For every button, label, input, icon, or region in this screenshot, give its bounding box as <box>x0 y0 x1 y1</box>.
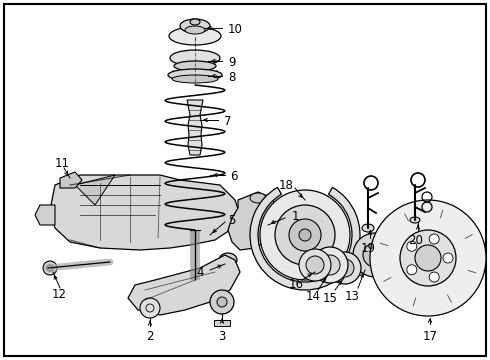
Text: 19: 19 <box>361 242 375 255</box>
Text: 5: 5 <box>228 213 235 226</box>
Ellipse shape <box>185 26 205 34</box>
Text: 16: 16 <box>289 278 303 291</box>
Circle shape <box>407 241 417 251</box>
Circle shape <box>306 256 324 274</box>
Ellipse shape <box>170 50 220 66</box>
Ellipse shape <box>174 61 216 71</box>
Bar <box>385 247 400 263</box>
Circle shape <box>415 245 441 271</box>
Ellipse shape <box>168 69 222 81</box>
Circle shape <box>43 261 57 275</box>
Polygon shape <box>75 175 115 205</box>
Polygon shape <box>35 205 55 225</box>
Text: 6: 6 <box>230 170 238 183</box>
Circle shape <box>370 200 486 316</box>
Ellipse shape <box>180 19 210 33</box>
Text: 18: 18 <box>278 179 294 192</box>
Circle shape <box>312 247 348 283</box>
Circle shape <box>260 190 350 280</box>
Text: 12: 12 <box>52 288 67 302</box>
Ellipse shape <box>226 262 234 274</box>
Text: 4: 4 <box>196 266 204 279</box>
Text: 1: 1 <box>292 210 299 222</box>
Circle shape <box>299 249 331 281</box>
Polygon shape <box>128 255 240 315</box>
Circle shape <box>217 297 227 307</box>
Polygon shape <box>50 175 240 250</box>
Circle shape <box>400 230 456 286</box>
Ellipse shape <box>169 27 221 45</box>
Circle shape <box>443 253 453 263</box>
Circle shape <box>363 243 387 267</box>
Circle shape <box>140 298 160 318</box>
Text: 3: 3 <box>219 329 226 342</box>
Polygon shape <box>60 172 82 188</box>
Ellipse shape <box>190 19 200 25</box>
Ellipse shape <box>250 193 266 203</box>
Text: 20: 20 <box>409 234 423 247</box>
Circle shape <box>353 233 397 277</box>
Circle shape <box>429 272 439 282</box>
Circle shape <box>299 229 311 241</box>
Text: 2: 2 <box>146 329 154 342</box>
Text: 15: 15 <box>322 292 338 305</box>
Circle shape <box>275 205 335 265</box>
Text: 11: 11 <box>55 157 70 170</box>
Circle shape <box>289 219 321 251</box>
Bar <box>187 225 203 233</box>
Text: 14: 14 <box>305 289 320 302</box>
Text: 9: 9 <box>228 55 236 68</box>
Text: 10: 10 <box>228 23 243 36</box>
Ellipse shape <box>410 217 420 223</box>
Text: 13: 13 <box>344 289 360 302</box>
Circle shape <box>320 255 340 275</box>
Circle shape <box>429 234 439 244</box>
Polygon shape <box>228 192 278 250</box>
Ellipse shape <box>172 75 218 83</box>
Text: 7: 7 <box>224 114 231 127</box>
Ellipse shape <box>362 224 374 232</box>
Circle shape <box>210 290 234 314</box>
Circle shape <box>336 259 354 277</box>
Text: 17: 17 <box>422 329 438 342</box>
Polygon shape <box>187 100 203 155</box>
Ellipse shape <box>219 253 237 267</box>
Wedge shape <box>250 187 360 290</box>
Text: 8: 8 <box>228 71 235 84</box>
Circle shape <box>407 265 417 275</box>
Bar <box>214 320 230 326</box>
Circle shape <box>329 252 361 284</box>
